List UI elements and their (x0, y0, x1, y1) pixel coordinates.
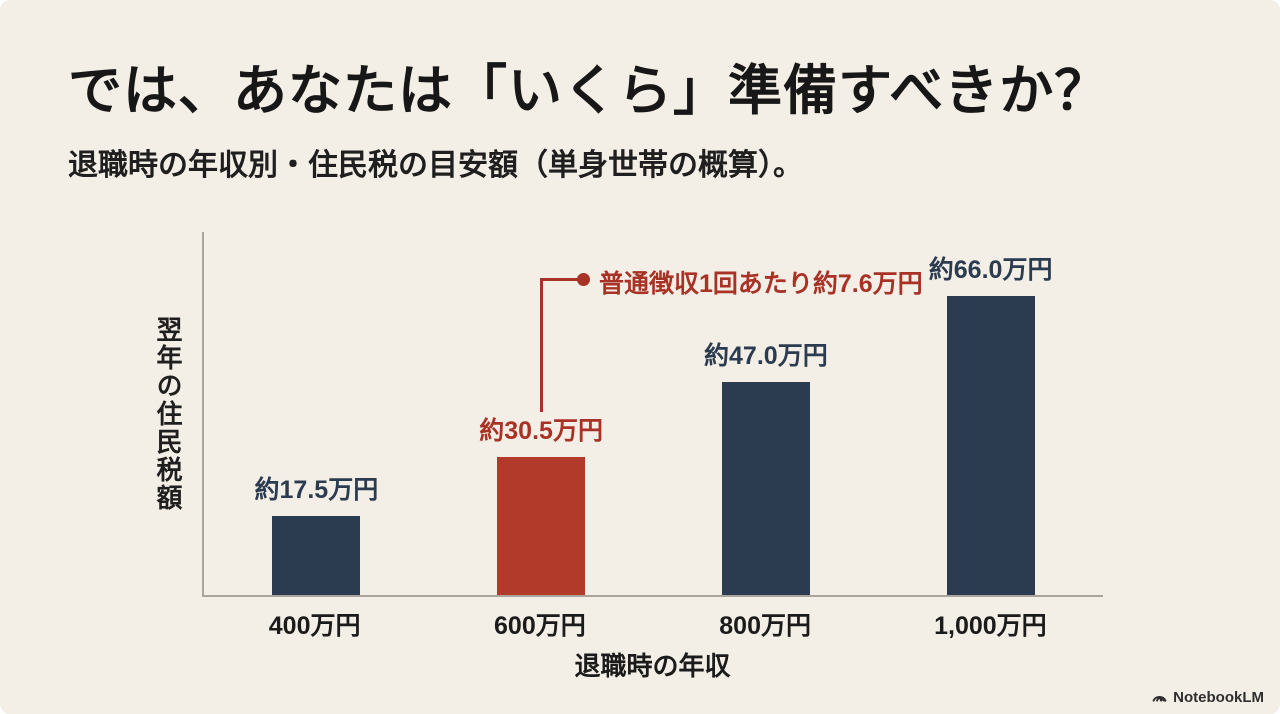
annotation-connector-vertical (540, 278, 543, 412)
bar (272, 515, 361, 595)
bar-value-label: 約17.5万円 (254, 475, 379, 504)
notebooklm-logo-icon (1151, 689, 1168, 706)
bar-highlight (497, 456, 586, 595)
slide-subtitle: 退職時の年収別・住民税の目安額（単身世帯の概算）。 (68, 149, 803, 182)
bar-value-label: 約47.0万円 (704, 341, 828, 370)
y-axis-label: 翌年の住民税額 (153, 316, 183, 512)
x-axis-tick-label: 800万円 (719, 612, 811, 640)
bar-group: 約17.5万円 (204, 232, 429, 595)
bar-value-label: 約30.5万円 (479, 416, 603, 445)
x-axis-label: 退職時の年収 (574, 651, 731, 681)
bar-group: 約30.5万円 (429, 232, 654, 595)
bar-group: 約47.0万円 (654, 232, 879, 595)
x-axis-tick-label: 600万円 (494, 612, 586, 640)
slide-title: では、あなたは「いくら」準備すべきか？ (68, 61, 1110, 121)
bar (721, 381, 810, 595)
x-axis-category-row: 400万円 600万円 800万円 1,000万円 (202, 606, 1103, 642)
annotation-dot (577, 273, 590, 286)
notebooklm-brand-text: NotebookLM (1173, 689, 1264, 706)
x-axis-tick-label: 1,000万円 (934, 612, 1047, 640)
bar-chart-plot-area: 約17.5万円 約30.5万円 約47.0万円 約66.0万円 (202, 232, 1103, 597)
x-axis-tick-label: 400万円 (268, 612, 361, 640)
annotation-text: 普通徴収1回あたり約7.6万円 (599, 270, 923, 298)
bar (946, 295, 1035, 595)
bar-group: 約66.0万円 (878, 232, 1103, 595)
annotation-connector-horizontal (540, 278, 581, 281)
bar-value-label: 約66.0万円 (928, 255, 1053, 284)
notebooklm-watermark: NotebookLM (1151, 689, 1264, 706)
